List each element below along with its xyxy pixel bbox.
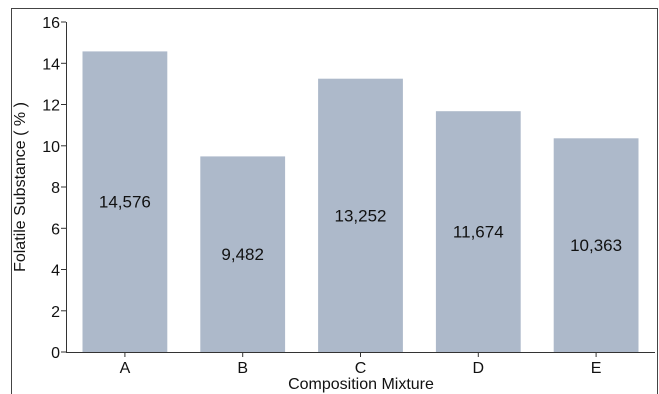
x-tick-label-C: C bbox=[355, 360, 367, 377]
x-tick-label-E: E bbox=[591, 360, 602, 377]
data-label-C: 13,252 bbox=[335, 206, 387, 225]
bar-C bbox=[318, 78, 403, 352]
data-label-A: 14,576 bbox=[99, 193, 151, 212]
data-label-B: 9,482 bbox=[221, 245, 264, 264]
x-axis-title: Composition Mixture bbox=[288, 376, 434, 393]
y-tick-label-0: 0 bbox=[51, 345, 60, 362]
x-tick-label-D: D bbox=[473, 360, 485, 377]
bar-D bbox=[435, 111, 521, 352]
x-tick-label-A: A bbox=[120, 360, 131, 377]
y-tick-label-6: 6 bbox=[51, 221, 60, 238]
data-label-D: 11,674 bbox=[453, 223, 504, 242]
bars-group bbox=[82, 51, 639, 353]
plot-frame bbox=[11, 8, 658, 394]
x-axis: A B C D E bbox=[66, 352, 655, 377]
y-axis-title: Folatile Substance ( % ) bbox=[12, 102, 29, 272]
y-tick-label-14: 14 bbox=[42, 56, 60, 73]
y-tick-label-4: 4 bbox=[51, 263, 60, 280]
bar-E bbox=[553, 138, 639, 352]
bar-A bbox=[82, 51, 168, 353]
y-tick-label-8: 8 bbox=[51, 180, 60, 197]
x-tick-label-B: B bbox=[237, 360, 248, 377]
y-tick-label-2: 2 bbox=[51, 304, 60, 321]
bar-B bbox=[200, 156, 286, 352]
y-tick-label-16: 16 bbox=[42, 15, 60, 32]
y-tick-label-12: 12 bbox=[42, 98, 60, 115]
data-labels-group: 14,576 9,482 13,252 11,674 10,363 bbox=[99, 193, 622, 265]
y-axis: 0 2 4 6 8 10 12 14 16 bbox=[42, 15, 67, 362]
data-label-E: 10,363 bbox=[570, 236, 622, 255]
y-tick-label-10: 10 bbox=[42, 139, 60, 156]
